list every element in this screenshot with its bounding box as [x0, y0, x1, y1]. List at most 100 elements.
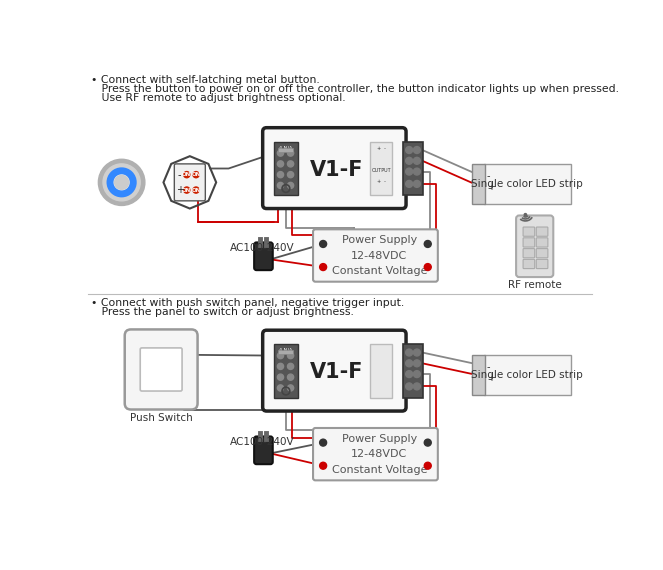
Circle shape: [115, 176, 129, 189]
Circle shape: [406, 157, 412, 164]
Text: +  -: + -: [377, 146, 386, 151]
Text: Press the panel to switch or adjust brightness.: Press the panel to switch or adjust brig…: [91, 307, 353, 317]
Circle shape: [277, 374, 284, 380]
Circle shape: [414, 146, 420, 153]
FancyBboxPatch shape: [254, 437, 272, 464]
Circle shape: [320, 263, 327, 271]
Circle shape: [406, 370, 412, 377]
Circle shape: [288, 352, 294, 359]
Text: -: -: [487, 362, 490, 372]
Circle shape: [414, 181, 420, 188]
FancyBboxPatch shape: [254, 242, 272, 270]
FancyBboxPatch shape: [523, 227, 534, 236]
FancyBboxPatch shape: [472, 164, 485, 204]
FancyBboxPatch shape: [141, 348, 182, 391]
Circle shape: [406, 168, 412, 175]
Circle shape: [288, 172, 294, 178]
Bar: [278, 350, 293, 354]
FancyBboxPatch shape: [523, 259, 534, 268]
Text: Power Supply
12-48VDC
Constant Voltage: Power Supply 12-48VDC Constant Voltage: [332, 235, 427, 276]
FancyBboxPatch shape: [174, 164, 206, 201]
FancyBboxPatch shape: [516, 215, 554, 277]
Text: +: +: [487, 373, 495, 382]
FancyBboxPatch shape: [485, 355, 571, 395]
Bar: [278, 148, 293, 152]
Circle shape: [288, 150, 294, 156]
FancyBboxPatch shape: [263, 330, 406, 411]
Text: Single color LED strip: Single color LED strip: [471, 370, 583, 380]
FancyBboxPatch shape: [371, 344, 392, 398]
Circle shape: [288, 161, 294, 167]
Text: +  -: + -: [377, 178, 386, 184]
Circle shape: [288, 182, 294, 189]
Circle shape: [414, 349, 420, 356]
Text: -: -: [487, 171, 493, 181]
Circle shape: [320, 241, 327, 247]
Text: ON: ON: [182, 172, 192, 177]
Text: Push Switch: Push Switch: [130, 413, 192, 422]
Circle shape: [414, 157, 420, 164]
FancyBboxPatch shape: [274, 344, 298, 398]
Text: OUTPUT: OUTPUT: [371, 168, 391, 173]
Text: ON: ON: [192, 188, 201, 193]
Circle shape: [277, 182, 284, 189]
Text: AC100-240V: AC100-240V: [230, 243, 295, 253]
Circle shape: [288, 385, 294, 391]
Text: • Connect with push switch panel, negative trigger input.: • Connect with push switch panel, negati…: [91, 298, 404, 308]
Text: ON: ON: [182, 188, 192, 193]
Circle shape: [414, 383, 420, 390]
Circle shape: [277, 363, 284, 369]
Circle shape: [406, 349, 412, 356]
Circle shape: [103, 164, 141, 201]
Circle shape: [184, 172, 190, 178]
Text: +: +: [487, 182, 495, 192]
FancyBboxPatch shape: [536, 249, 548, 258]
Circle shape: [98, 159, 145, 205]
Circle shape: [277, 172, 284, 178]
FancyBboxPatch shape: [403, 141, 423, 196]
FancyBboxPatch shape: [523, 249, 534, 258]
Circle shape: [320, 439, 327, 446]
Text: 4 N/A: 4 N/A: [279, 348, 292, 353]
Text: ON: ON: [192, 172, 201, 177]
Circle shape: [406, 146, 412, 153]
Circle shape: [288, 363, 294, 369]
Circle shape: [277, 161, 284, 167]
Circle shape: [414, 360, 420, 367]
Circle shape: [424, 241, 431, 247]
FancyBboxPatch shape: [274, 141, 298, 196]
Circle shape: [107, 169, 135, 196]
Circle shape: [406, 383, 412, 390]
Text: Press the button to power on or off the controller, the button indicator lights : Press the button to power on or off the …: [91, 84, 619, 94]
Circle shape: [414, 168, 420, 175]
FancyBboxPatch shape: [313, 428, 438, 481]
Circle shape: [288, 374, 294, 380]
Text: V1-F: V1-F: [310, 160, 364, 180]
FancyBboxPatch shape: [523, 238, 534, 247]
Circle shape: [406, 360, 412, 367]
FancyBboxPatch shape: [485, 164, 571, 204]
Circle shape: [184, 187, 190, 193]
Circle shape: [320, 462, 327, 469]
FancyBboxPatch shape: [536, 227, 548, 236]
FancyBboxPatch shape: [536, 238, 548, 247]
Text: Use RF remote to adjust brightness optional.: Use RF remote to adjust brightness optio…: [91, 93, 345, 103]
Circle shape: [424, 439, 431, 446]
Text: +: +: [176, 185, 184, 195]
FancyBboxPatch shape: [403, 344, 423, 398]
Circle shape: [277, 352, 284, 359]
Text: Power Supply
12-48VDC
Constant Voltage: Power Supply 12-48VDC Constant Voltage: [332, 434, 427, 475]
Text: RF remote: RF remote: [508, 280, 562, 290]
Circle shape: [277, 150, 284, 156]
Circle shape: [424, 263, 431, 271]
FancyBboxPatch shape: [125, 329, 198, 409]
Text: V1-F: V1-F: [310, 362, 364, 382]
Circle shape: [424, 462, 431, 469]
FancyBboxPatch shape: [371, 141, 392, 196]
Text: • Connect with self-latching metal button.: • Connect with self-latching metal butto…: [91, 75, 320, 84]
FancyBboxPatch shape: [313, 229, 438, 282]
Text: AC100-240V: AC100-240V: [230, 437, 295, 447]
Text: -: -: [178, 170, 182, 180]
FancyBboxPatch shape: [263, 128, 406, 209]
FancyBboxPatch shape: [536, 259, 548, 268]
